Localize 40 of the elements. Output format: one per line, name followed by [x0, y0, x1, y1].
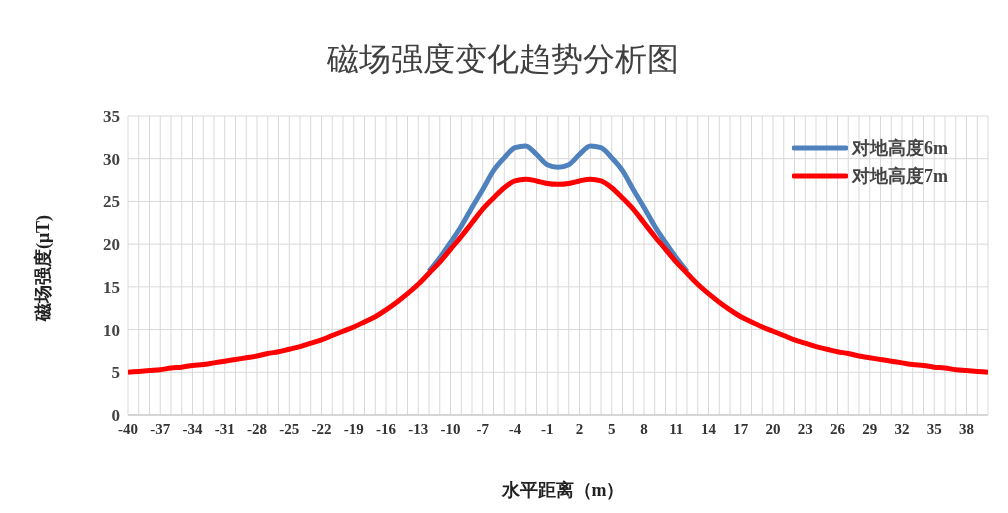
- chart-title: 磁场强度变化趋势分析图: [326, 40, 680, 79]
- x-tick-label: -25: [279, 420, 300, 437]
- x-tick-label: -31: [214, 420, 235, 437]
- x-tick-label: 20: [765, 420, 781, 437]
- y-tick-label: 15: [103, 277, 120, 297]
- y-tick-label: 10: [103, 320, 120, 340]
- x-tick-label: -28: [247, 420, 267, 437]
- x-tick-label: 32: [894, 420, 910, 437]
- y-tick-label: 25: [103, 192, 120, 212]
- y-tick-label: 35: [103, 107, 120, 127]
- x-axis-title: 水平距离（m）: [500, 479, 626, 502]
- x-tick-label: -22: [311, 420, 332, 437]
- legend-label: 对地高度7m: [852, 165, 948, 188]
- x-tick-label: -4: [508, 420, 522, 437]
- y-axis-title: 磁场强度(μT): [32, 214, 54, 322]
- x-tick-label: 35: [926, 420, 942, 437]
- x-tick-label: 23: [797, 420, 813, 437]
- x-tick-label: -40: [118, 420, 138, 437]
- x-tick-label: 38: [959, 420, 974, 437]
- x-tick-label: 14: [701, 420, 717, 437]
- y-tick-label: 5: [111, 363, 120, 383]
- x-tick-label: 29: [862, 420, 878, 437]
- x-tick-label: -7: [476, 420, 490, 437]
- x-tick-label: -16: [376, 420, 397, 437]
- x-tick-label: -13: [408, 420, 429, 437]
- y-tick-label: 20: [103, 235, 120, 255]
- x-tick-label: -37: [150, 420, 171, 437]
- x-tick-label: 5: [608, 420, 616, 437]
- x-tick-label: 17: [733, 420, 749, 437]
- x-tick-label: -34: [182, 420, 203, 437]
- x-tick-label: 26: [830, 420, 846, 437]
- x-tick-label: -10: [440, 420, 461, 437]
- x-tick-label: -1: [541, 420, 554, 437]
- legend-label: 对地高度6m: [852, 137, 948, 160]
- x-tick-label: -19: [343, 420, 364, 437]
- y-tick-label: 30: [103, 149, 120, 169]
- y-tick-label: 0: [111, 406, 120, 426]
- x-tick-label: 2: [575, 420, 584, 437]
- x-tick-label: 11: [669, 420, 684, 437]
- x-tick-label: 8: [640, 420, 648, 437]
